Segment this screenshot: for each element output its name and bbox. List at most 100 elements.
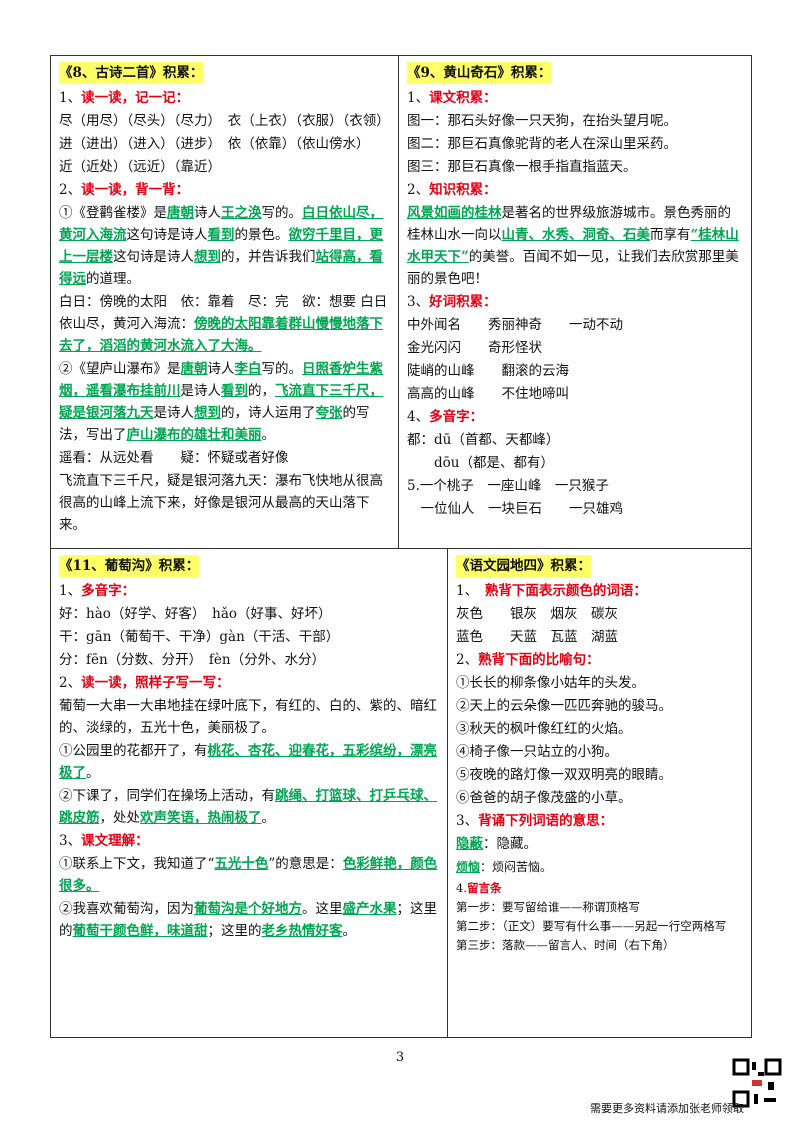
text: ⑤夜晚的路灯像一双双明亮的眼睛。	[456, 767, 672, 783]
emphasis: 山青、水秀、洞奇、石美	[501, 227, 651, 243]
title-row: 《11、葡萄沟》积累：	[59, 555, 439, 579]
text: 1、	[407, 90, 430, 106]
emphasis: 葡萄沟是个好地方	[194, 901, 302, 917]
text: 图三：那巨石真像一根手指直指蓝天。	[407, 159, 637, 175]
text: 遥看：从远处看 疑：怀疑或者好像	[59, 450, 289, 466]
text: ①《登鹳雀楼》是	[59, 205, 167, 221]
emphasis: “桂林山水甲天下”	[407, 227, 739, 265]
emphasis: 好词积累：	[429, 294, 497, 310]
text: ①长长的柳条像小姑年的头发。	[456, 675, 645, 691]
emphasis: 跳绳、打篮球、打乒乓球、跳皮筋	[59, 788, 437, 826]
text: ，处处	[99, 810, 141, 826]
text: 4、	[407, 409, 430, 425]
emphasis: 多音字：	[429, 409, 484, 425]
text: ②《望庐山瀑布》是	[59, 361, 181, 377]
text-line: 2、读一读，背一背：	[59, 179, 390, 201]
emphasis: 欲穷千里目，更上一层楼	[59, 227, 383, 265]
text-line: ⑥爸爸的胡子像茂盛的小草。	[456, 787, 743, 809]
text-line: ②我喜欢葡萄沟，因为葡萄沟是个好地方。这里盛产水果；这里的葡萄干颜色鲜，味道甜；…	[59, 898, 439, 942]
text: 这句诗是诗人	[126, 227, 208, 243]
text-line: 5.一个桃子 一座山峰 一只猴子	[407, 475, 743, 497]
text: 金光闪闪 奇形怪状	[407, 340, 542, 356]
text-line: 好：hào（好学、好客） hǎo（好事、好坏）	[59, 603, 439, 625]
emphasis: 读一读，记一记：	[81, 90, 190, 106]
text: 这句诗是诗人	[113, 249, 194, 265]
text-line: 3、好词积累：	[407, 291, 743, 313]
text-line: 第二步：（正文）要写有什么事——另起一行空两格写	[456, 917, 743, 935]
text-line: 高高的山峰 不住地啼叫	[407, 383, 743, 405]
text-line: 1、课文积累：	[407, 87, 743, 109]
text: 。这里	[302, 901, 343, 917]
text: 好：hào（好学、好客） hǎo（好事、好坏）	[59, 606, 332, 622]
emphasis: 李白	[234, 361, 262, 377]
emphasis: 看到	[221, 383, 248, 399]
emphasis: 熟背下面表示颜色的词语：	[484, 583, 647, 599]
text: 一位仙人 一块巨石 一只雄鸡	[407, 501, 623, 517]
page-number: 3	[395, 1050, 405, 1065]
text: 2、	[59, 182, 82, 198]
text: 而享有	[650, 227, 691, 243]
text-line: 风景如画的桂林是著名的世界级旅游城市。景色秀丽的桂林山水一向以山青、水秀、洞奇、…	[407, 202, 743, 290]
text-line: 灰色 银灰 烟灰 碳灰	[456, 603, 743, 625]
section-title: 《11、葡萄沟》积累：	[59, 555, 200, 577]
text-line: 陡峭的山峰 翻滚的云海	[407, 360, 743, 382]
emphasis: 夸张	[315, 405, 343, 421]
text: 3、	[59, 833, 82, 849]
text: 3、	[456, 813, 479, 829]
emphasis: 葡萄干颜色鲜，味道甜	[72, 923, 208, 939]
text-line: 2、知识积累：	[407, 179, 743, 201]
text: dōu（都是、都有）	[407, 455, 554, 471]
section: 《8、古诗二首》积累： 1、读一读，记一记： 尽（用尽）（尽头）（尽力） 衣（上衣）…	[50, 55, 399, 549]
text: 蓝色 天蓝 瓦蓝 湖蓝	[456, 629, 618, 645]
text-line: ④椅子像一只站立的小狗。	[456, 741, 743, 763]
text: 的，并告诉我们	[221, 249, 316, 265]
text: 图二：那巨石真像驼背的老人在深山里采药。	[407, 136, 677, 152]
text-line: 2、读一读，照样子写一写：	[59, 672, 439, 694]
text-line: 图一：那石头好像一只天狗，在抬头望月呢。	[407, 110, 743, 132]
emphasis: 想到	[194, 249, 221, 265]
text-line: 葡萄一大串一大串地挂在绿叶底下，有红的、白的、紫的、暗红的、淡绿的，五光十色，美…	[59, 695, 439, 739]
emphasis: 白日依山尽，黄河入海流	[59, 205, 383, 243]
section: 《11、葡萄沟》积累： 1、多音字： 好：hào（好学、好客） hǎo（好事、好坏）…	[50, 548, 448, 1038]
text-line: 都：dū（首都、天都峰）	[407, 429, 743, 451]
text-line: 1、 熟背下面表示颜色的词语：	[456, 580, 743, 602]
text-line: 隐蔽：隐藏。	[456, 833, 743, 855]
text-line: 尽（用尽）（尽头）（尽力） 衣（上衣）（衣服）（衣领）	[59, 110, 390, 132]
text-line: 4、多音字：	[407, 406, 743, 428]
text: 是诗人	[180, 383, 222, 399]
emphasis: 老乡热情好客	[261, 923, 343, 939]
text: ①公园里的花都开了，有	[59, 743, 208, 759]
text: ：烦闷苦恼。	[480, 860, 553, 874]
text: 干：gān（葡萄干、干净）gàn（干活、干部）	[59, 629, 340, 645]
text: 尽（用尽）（尽头）（尽力） 衣（上衣）（衣服）（衣领）	[59, 113, 390, 129]
text: 1、	[456, 583, 485, 599]
text-line: 3、背诵下列词语的意思：	[456, 810, 743, 832]
text-line: 4.留言条	[456, 879, 743, 897]
emphasis: 留言条	[466, 881, 502, 895]
text: 第一步：要写留给谁——称谓顶格写	[456, 900, 640, 914]
text: 是诗人	[153, 405, 195, 421]
text: 是著名的世界级旅游城市。景色秀丽的桂林山水一向以	[407, 205, 731, 243]
emphasis: 庐山瀑布的雄壮和美丽	[126, 427, 262, 443]
text: ②天上的云朵像一匹匹奔驰的骏马。	[456, 698, 672, 714]
text: 诗人	[194, 205, 221, 221]
emphasis: 日照香炉生紫烟，遥看瀑布挂前川	[59, 361, 383, 399]
text: 的，诗人运用了	[221, 405, 316, 421]
text-line: 飞流直下三千尺，疑是银河落九天：瀑布飞快地从很高很高的山峰上流下来，好像是银河从…	[59, 470, 390, 536]
text-line: 烦恼：烦闷苦恼。	[456, 856, 743, 878]
text-line: 图三：那巨石真像一根手指直指蓝天。	[407, 156, 743, 178]
text: 2、	[407, 182, 430, 198]
emphasis: 站得高，看得远	[59, 249, 383, 287]
title-row: 《语文园地四》积累：	[456, 555, 743, 579]
text-line: 图二：那巨石真像驼背的老人在深山里采药。	[407, 133, 743, 155]
text: 白日：傍晚的太阳 依：靠着 尽：完 欲：想要 白日依山尽，黄河入海流：	[59, 294, 388, 332]
text-line: 遥看：从远处看 疑：怀疑或者好像	[59, 447, 390, 469]
text-line: 金光闪闪 奇形怪状	[407, 337, 743, 359]
emphasis: 课文理解：	[81, 833, 149, 849]
title-row: 《8、古诗二首》积累：	[59, 62, 390, 86]
text: 3、	[407, 294, 430, 310]
text-line: ①《登鹳雀楼》是唐朝诗人王之涣写的。白日依山尽，黄河入海流这句诗是诗人看到的景色…	[59, 202, 390, 290]
text-line: ①长长的柳条像小姑年的头发。	[456, 672, 743, 694]
text: 5.一个桃子 一座山峰 一只猴子	[407, 478, 609, 494]
